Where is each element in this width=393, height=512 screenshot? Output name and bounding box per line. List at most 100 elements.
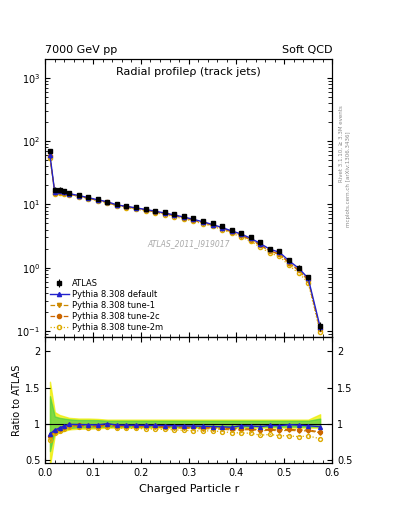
Pythia 8.308 tune-1 <box>95 198 100 204</box>
Pythia 8.308 tune-1 <box>306 277 310 283</box>
Pythia 8.308 tune-2c <box>67 191 72 197</box>
Pythia 8.308 tune-2c <box>258 242 263 248</box>
Pythia 8.308 default <box>258 241 263 247</box>
Pythia 8.308 default <box>143 206 148 212</box>
Pythia 8.308 default <box>62 189 67 196</box>
Pythia 8.308 tune-2c <box>62 190 67 196</box>
Pythia 8.308 tune-2c <box>153 208 158 215</box>
Pythia 8.308 tune-1 <box>182 215 186 221</box>
Pythia 8.308 tune-1 <box>162 211 167 217</box>
Pythia 8.308 default <box>277 249 282 255</box>
Pythia 8.308 tune-1 <box>134 205 138 211</box>
Text: ATLAS_2011_I919017: ATLAS_2011_I919017 <box>147 239 230 248</box>
Text: mcplots.cern.ch [arXiv:1306.3436]: mcplots.cern.ch [arXiv:1306.3436] <box>346 132 351 227</box>
Pythia 8.308 tune-1 <box>48 154 52 160</box>
Pythia 8.308 tune-1 <box>287 260 292 266</box>
Pythia 8.308 tune-1 <box>210 222 215 228</box>
Pythia 8.308 tune-2m <box>287 263 292 269</box>
Pythia 8.308 default <box>230 228 234 234</box>
Pythia 8.308 tune-1 <box>153 209 158 215</box>
Pythia 8.308 tune-1 <box>277 251 282 258</box>
Pythia 8.308 tune-2c <box>182 215 186 221</box>
Pythia 8.308 tune-1 <box>62 190 67 196</box>
Y-axis label: Ratio to ATLAS: Ratio to ATLAS <box>12 365 22 436</box>
Pythia 8.308 tune-2m <box>52 190 57 197</box>
Pythia 8.308 tune-2c <box>296 267 301 273</box>
Pythia 8.308 tune-2c <box>306 277 310 283</box>
Pythia 8.308 tune-1 <box>220 225 224 231</box>
Pythia 8.308 tune-2c <box>124 204 129 210</box>
Pythia 8.308 tune-2c <box>52 190 57 196</box>
Pythia 8.308 tune-2c <box>201 219 206 225</box>
Pythia 8.308 default <box>124 203 129 209</box>
Pythia 8.308 default <box>318 324 323 330</box>
Pythia 8.308 tune-2c <box>115 202 119 208</box>
Pythia 8.308 tune-2c <box>220 225 224 231</box>
Pythia 8.308 tune-2m <box>182 216 186 222</box>
Pythia 8.308 default <box>67 190 72 197</box>
Pythia 8.308 tune-2m <box>220 226 224 232</box>
Pythia 8.308 tune-2c <box>57 189 62 195</box>
Pythia 8.308 tune-2c <box>230 228 234 234</box>
Pythia 8.308 tune-2m <box>105 200 110 206</box>
Pythia 8.308 tune-1 <box>239 232 244 239</box>
Line: Pythia 8.308 tune-1: Pythia 8.308 tune-1 <box>48 155 322 332</box>
Pythia 8.308 default <box>287 258 292 264</box>
Pythia 8.308 tune-2m <box>258 244 263 250</box>
Pythia 8.308 tune-2m <box>191 218 196 224</box>
Pythia 8.308 tune-2c <box>191 217 196 223</box>
Pythia 8.308 tune-2c <box>210 222 215 228</box>
Pythia 8.308 tune-1 <box>248 237 253 243</box>
Pythia 8.308 default <box>153 208 158 214</box>
Pythia 8.308 default <box>95 197 100 203</box>
Pythia 8.308 default <box>306 275 310 281</box>
Pythia 8.308 tune-2m <box>318 329 323 335</box>
Pythia 8.308 tune-1 <box>105 200 110 206</box>
Pythia 8.308 tune-2m <box>248 238 253 244</box>
Legend: ATLAS, Pythia 8.308 default, Pythia 8.308 tune-1, Pythia 8.308 tune-2c, Pythia 8: ATLAS, Pythia 8.308 default, Pythia 8.30… <box>48 277 165 334</box>
Pythia 8.308 default <box>57 188 62 195</box>
Pythia 8.308 default <box>248 236 253 242</box>
Pythia 8.308 tune-2m <box>95 198 100 204</box>
Pythia 8.308 tune-2c <box>287 260 292 266</box>
Pythia 8.308 default <box>86 195 90 201</box>
Pythia 8.308 tune-2m <box>296 270 301 276</box>
Pythia 8.308 tune-1 <box>143 207 148 213</box>
Pythia 8.308 tune-2m <box>67 191 72 198</box>
Pythia 8.308 tune-1 <box>52 190 57 196</box>
Text: 7000 GeV pp: 7000 GeV pp <box>45 45 118 55</box>
Pythia 8.308 tune-2c <box>134 205 138 211</box>
Pythia 8.308 tune-1 <box>86 195 90 201</box>
Pythia 8.308 default <box>201 219 206 225</box>
Pythia 8.308 tune-2c <box>105 199 110 205</box>
Pythia 8.308 tune-2c <box>95 197 100 203</box>
Pythia 8.308 default <box>220 224 224 230</box>
Line: Pythia 8.308 tune-2c: Pythia 8.308 tune-2c <box>48 154 322 331</box>
Pythia 8.308 tune-2m <box>57 190 62 196</box>
Pythia 8.308 tune-1 <box>268 248 272 254</box>
Pythia 8.308 tune-1 <box>67 191 72 197</box>
Pythia 8.308 default <box>239 231 244 237</box>
X-axis label: Charged Particle r: Charged Particle r <box>138 484 239 494</box>
Pythia 8.308 tune-2m <box>268 250 272 256</box>
Pythia 8.308 default <box>210 222 215 228</box>
Pythia 8.308 tune-2m <box>201 221 206 227</box>
Pythia 8.308 tune-2m <box>124 204 129 210</box>
Pythia 8.308 tune-2m <box>239 234 244 240</box>
Text: Radial profileρ (track jets): Radial profileρ (track jets) <box>116 67 261 77</box>
Pythia 8.308 tune-2c <box>76 193 81 199</box>
Pythia 8.308 tune-2c <box>318 326 323 332</box>
Pythia 8.308 tune-1 <box>172 212 177 219</box>
Pythia 8.308 tune-2m <box>172 214 177 220</box>
Text: Rivet 3.1.10, ≥ 3.3M events: Rivet 3.1.10, ≥ 3.3M events <box>339 105 344 182</box>
Pythia 8.308 tune-2m <box>210 223 215 229</box>
Pythia 8.308 default <box>182 214 186 220</box>
Pythia 8.308 tune-2c <box>48 153 52 159</box>
Pythia 8.308 tune-1 <box>230 229 234 235</box>
Pythia 8.308 tune-2m <box>62 190 67 197</box>
Pythia 8.308 tune-2m <box>134 206 138 212</box>
Pythia 8.308 tune-2m <box>115 203 119 209</box>
Pythia 8.308 default <box>172 212 177 218</box>
Pythia 8.308 tune-1 <box>57 189 62 196</box>
Pythia 8.308 default <box>48 152 52 158</box>
